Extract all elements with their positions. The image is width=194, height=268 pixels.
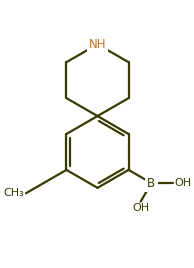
- Text: OH: OH: [174, 178, 191, 188]
- Text: OH: OH: [132, 203, 149, 213]
- Text: B: B: [147, 177, 155, 189]
- Text: CH₃: CH₃: [3, 188, 24, 198]
- Text: NH: NH: [89, 38, 106, 51]
